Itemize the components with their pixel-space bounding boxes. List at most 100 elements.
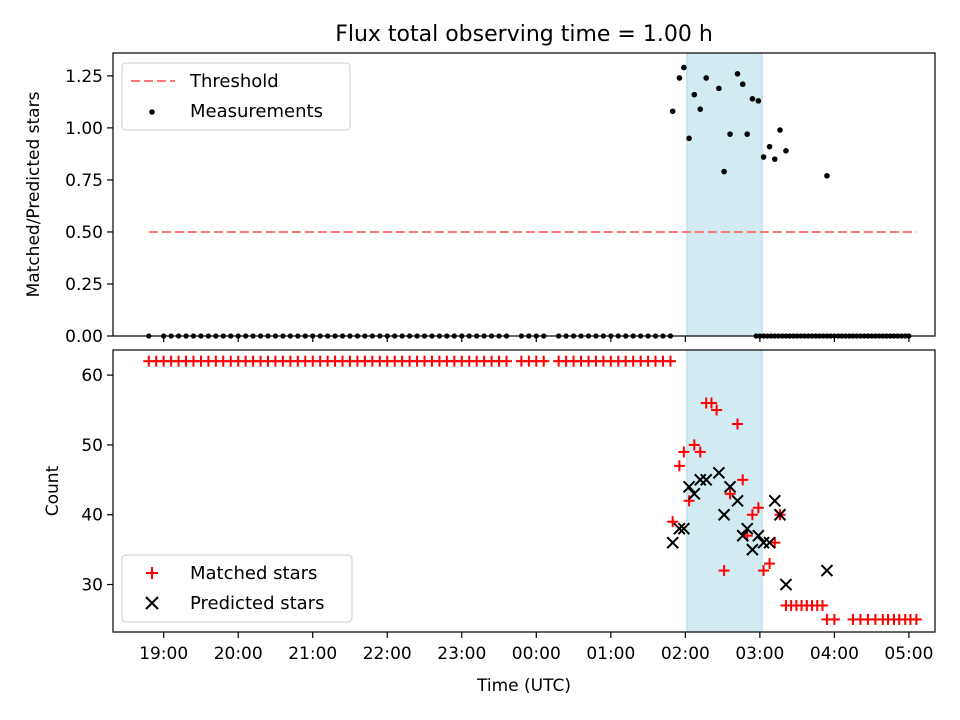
matched-star-point <box>667 516 679 528</box>
predicted-star-point <box>673 522 686 535</box>
x-tick-label: 20:00 <box>214 644 263 664</box>
predicted-star-point <box>773 508 787 521</box>
bottom-y-ticks: 30 40 50 60 <box>81 366 113 596</box>
predicted-star-point <box>779 578 793 591</box>
bottom-x-ticks: 19:00 20:00 21:00 22:00 23:00 00:00 01:00 02:00… <box>139 632 933 664</box>
predicted-star-point <box>666 536 679 549</box>
predicted-cross-b <box>736 529 749 542</box>
measurement-point <box>760 154 767 160</box>
matched-star-point <box>678 446 690 458</box>
predicted-cross-b <box>752 529 765 542</box>
matched-star-point <box>724 488 736 500</box>
y-tick-label: 40 <box>81 506 103 526</box>
legend-matched-label: Matched stars <box>190 563 317 584</box>
x-tick-label: 19:00 <box>139 644 188 664</box>
y-tick-label: 30 <box>81 576 103 596</box>
x-axis-label: Time (UTC) <box>476 676 571 696</box>
y-tick-label: 0.25 <box>65 275 103 295</box>
predicted-star-point <box>746 543 759 556</box>
matched-star-point <box>732 418 744 430</box>
predicted-star-point <box>740 522 754 535</box>
predicted-cross-b <box>700 473 713 487</box>
top-panel: 0.00 0.25 0.50 0.75 1.00 1.25 Matched/Predict… <box>24 52 936 347</box>
matched-star-point <box>816 599 828 611</box>
measurement-point <box>824 172 830 179</box>
count-points <box>143 355 922 625</box>
measurement-point <box>744 131 750 137</box>
predicted-cross-b <box>740 522 754 535</box>
matched-star-point <box>752 502 764 514</box>
legend-threshold-label: Threshold <box>189 71 279 92</box>
y-tick-label: 0.00 <box>65 327 103 347</box>
predicted-cross-b <box>779 578 793 591</box>
measurement-point <box>669 108 676 115</box>
measurement-point <box>734 71 741 77</box>
predicted-star-point <box>723 480 737 494</box>
top-y-ticks: 0.00 0.25 0.50 0.75 1.00 1.25 <box>65 67 113 347</box>
measurement-point <box>721 168 727 175</box>
predicted-cross-b <box>712 466 726 480</box>
measurement-point <box>783 148 789 154</box>
predicted-star-point <box>700 473 713 487</box>
predicted-star-point <box>820 564 834 577</box>
matched-star-point <box>705 397 717 409</box>
legend-measurements-label: Measurements <box>190 101 323 122</box>
predicted-cross-b <box>673 522 686 535</box>
x-tick-label: 00:00 <box>512 644 561 664</box>
top-y-axis-label: Matched/Predicted stars <box>24 91 44 297</box>
x-tick-label: 22:00 <box>363 644 412 664</box>
legend-matched-swatch <box>146 567 158 579</box>
bottom-legend: Matched stars Predicted stars <box>121 554 353 623</box>
predicted-star-point <box>763 536 776 549</box>
measurement-point <box>697 106 704 112</box>
chart-title: Flux total observing time = 1.00 h <box>335 22 713 47</box>
measurement-point <box>766 143 773 150</box>
bottom-y-axis-label: Count <box>43 465 63 516</box>
x-tick-label: 05:00 <box>884 644 933 664</box>
predicted-star-point <box>682 480 696 494</box>
predicted-cross-b <box>731 494 744 507</box>
top-x-ticks <box>163 336 910 342</box>
measurement-point <box>771 156 778 162</box>
top-legend: Threshold Measurements <box>121 62 351 131</box>
matched-star-point <box>711 404 723 416</box>
predicted-star-point <box>768 494 781 507</box>
x-tick-label: 03:00 <box>735 644 784 664</box>
shaded-band-top <box>686 52 763 337</box>
x-tick-label: 01:00 <box>586 644 635 664</box>
matched-star-point <box>746 509 758 521</box>
y-tick-label: 0.50 <box>65 223 103 243</box>
predicted-cross-b <box>677 522 691 535</box>
measurement-point <box>691 91 698 98</box>
predicted-star-point <box>752 529 765 542</box>
matched-star-point <box>694 446 706 458</box>
matched-star-point <box>538 355 550 367</box>
legend-predicted-label: Predicted stars <box>190 593 324 614</box>
matched-star-point <box>718 565 730 577</box>
x-tick-label: 04:00 <box>810 644 859 664</box>
predicted-cross-b <box>763 536 776 549</box>
matched-star-point <box>769 537 781 549</box>
measurement-point <box>681 64 687 71</box>
predicted-cross-b <box>746 543 759 556</box>
matched-star-point <box>910 613 922 625</box>
x-tick-label: 23:00 <box>437 644 486 664</box>
y-tick-label: 50 <box>81 436 103 456</box>
predicted-cross-b <box>717 508 731 521</box>
matched-star-point <box>737 474 749 486</box>
predicted-star-point <box>717 508 731 521</box>
predicted-star-point <box>731 494 744 507</box>
legend-measurements-swatch <box>149 109 155 115</box>
bottom-axes-frame <box>112 349 936 633</box>
predicted-cross-b <box>820 564 834 577</box>
measurement-point <box>777 127 783 133</box>
predicted-cross-b <box>768 494 781 507</box>
matched-star-point <box>758 565 770 577</box>
legend-predicted-swatch <box>145 596 159 610</box>
predicted-star-point <box>712 466 726 480</box>
y-tick-label: 1.25 <box>65 67 103 87</box>
matched-star-point <box>673 460 685 472</box>
top-axes-frame <box>112 52 936 337</box>
measurement-point <box>703 75 710 81</box>
